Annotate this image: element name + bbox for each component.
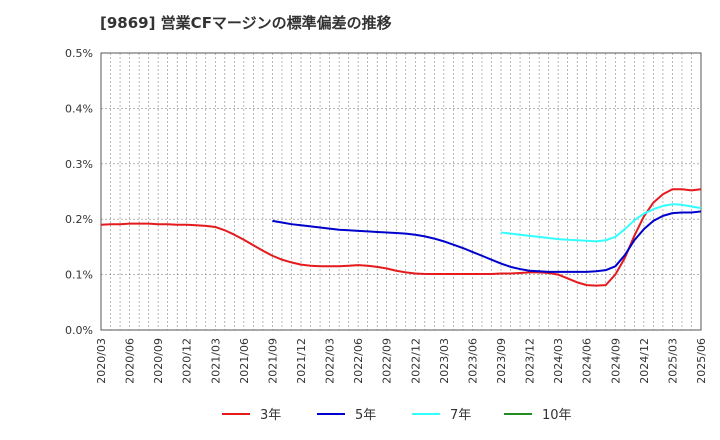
chart-title: [9869] 営業CFマージンの標準偏差の推移 (100, 14, 392, 32)
x-tick-label: 2024/12 (638, 338, 651, 384)
legend: 3年 5年 7年 10年 (222, 408, 572, 423)
series-line-1 (272, 210, 702, 273)
plot-frame (100, 52, 702, 331)
series-line-2 (500, 203, 702, 243)
legend-label-3: 10年 (542, 408, 572, 423)
x-tick-label: 2021/06 (238, 338, 251, 384)
legend-label-2: 7年 (450, 408, 471, 423)
x-axis-ticks: 2020/03 2020/06 2020/09 2020/12 2021/03 2021/… (95, 338, 708, 384)
x-tick-label: 2024/09 (609, 338, 622, 384)
x-tick-label: 2022/06 (352, 338, 365, 384)
x-tick-label: 2021/12 (295, 338, 308, 384)
y-tick-label: 0.2% (65, 213, 93, 226)
legend-label-1: 5年 (355, 408, 376, 423)
x-tick-label: 2025/06 (695, 338, 708, 384)
grid-layer (101, 53, 701, 330)
x-tick-label: 2021/09 (266, 338, 279, 384)
series-layer (100, 188, 702, 287)
y-tick-label: 0.1% (65, 269, 93, 282)
y-tick-label: 0.4% (65, 102, 93, 115)
x-tick-label: 2024/06 (581, 338, 594, 384)
x-tick-label: 2022/03 (324, 338, 337, 384)
x-tick-label: 2024/03 (552, 338, 565, 384)
x-tick-label: 2023/03 (438, 338, 451, 384)
x-tick-label: 2021/03 (209, 338, 222, 384)
x-tick-label: 2023/09 (495, 338, 508, 384)
x-tick-label: 2020/12 (181, 338, 194, 384)
x-tick-label: 2022/12 (409, 338, 422, 384)
y-tick-label: 0.0% (65, 324, 93, 337)
series-line-0 (100, 188, 702, 287)
x-tick-label: 2025/03 (666, 338, 679, 384)
y-tick-label: 0.5% (65, 47, 93, 60)
x-tick-label: 2020/09 (152, 338, 165, 384)
y-tick-label: 0.3% (65, 158, 93, 171)
legend-label-0: 3年 (260, 408, 281, 423)
x-tick-label: 2023/06 (466, 338, 479, 384)
x-tick-label: 2020/06 (124, 338, 137, 384)
x-tick-label: 2020/03 (95, 338, 108, 384)
x-tick-label: 2023/12 (524, 338, 537, 384)
x-tick-label: 2022/09 (381, 338, 394, 384)
y-axis-ticks: 0.0% 0.1% 0.2% 0.3% 0.4% 0.5% (65, 47, 93, 337)
